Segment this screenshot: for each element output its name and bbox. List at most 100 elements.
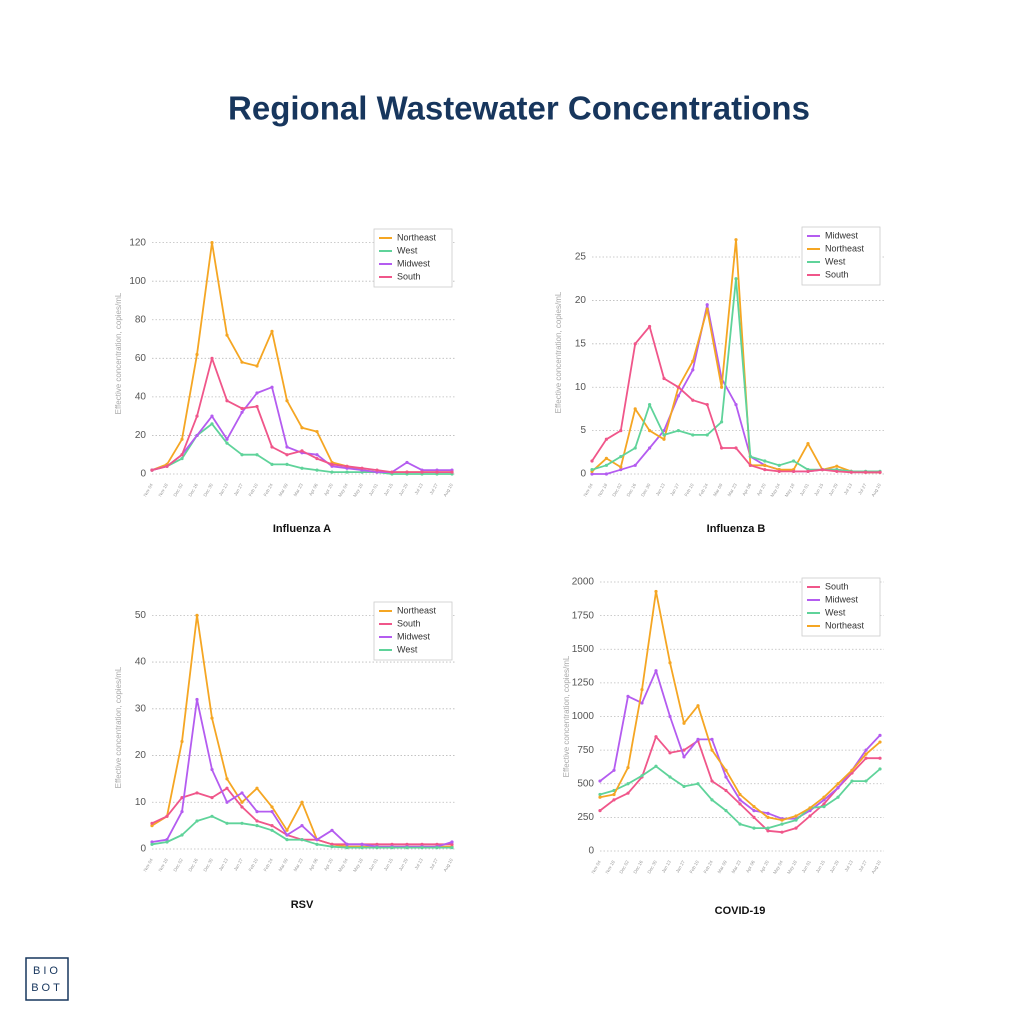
series-line xyxy=(591,325,880,474)
x-tick-label: Nov 18 xyxy=(604,859,616,874)
x-tick-label: Apr 20 xyxy=(323,482,334,496)
x-tick-label: Jan 13 xyxy=(661,859,672,874)
data-point xyxy=(270,462,274,466)
data-point xyxy=(180,453,184,457)
data-point xyxy=(240,800,244,804)
data-point xyxy=(315,429,319,434)
x-tick-label: Jun 15 xyxy=(815,859,826,874)
data-point xyxy=(240,406,244,411)
x-tick-label: Jul 13 xyxy=(414,482,425,495)
data-point xyxy=(450,840,454,844)
data-point xyxy=(864,752,868,756)
x-tick-label: Jun 15 xyxy=(383,857,394,872)
data-point xyxy=(360,466,364,470)
legend-label: Midwest xyxy=(825,594,859,604)
x-tick-label: Jan 27 xyxy=(233,857,244,872)
data-point xyxy=(255,391,259,395)
data-point xyxy=(648,429,652,433)
x-tick-label: Dec 02 xyxy=(618,859,630,874)
page-title: Regional Wastewater Concentrations xyxy=(228,90,810,127)
legend-label: Northeast xyxy=(397,232,437,242)
data-point xyxy=(633,446,637,450)
data-point xyxy=(210,356,214,360)
data-point xyxy=(640,688,644,692)
data-point xyxy=(705,433,709,437)
chart-title: Influenza A xyxy=(273,523,331,535)
data-point xyxy=(682,721,686,725)
data-point xyxy=(435,470,439,474)
data-point xyxy=(794,818,798,822)
x-tick-label: Apr 20 xyxy=(756,482,767,496)
data-point xyxy=(345,470,349,474)
data-point xyxy=(763,468,767,472)
data-point xyxy=(180,739,184,744)
data-point xyxy=(604,437,609,441)
data-point xyxy=(225,821,229,825)
data-point xyxy=(696,737,700,741)
x-tick-label: Jul 27 xyxy=(429,482,440,495)
data-point xyxy=(180,437,184,441)
x-tick-label: Aug 10 xyxy=(870,859,882,874)
data-point xyxy=(450,842,454,846)
legend-label: Northeast xyxy=(825,620,865,630)
data-point xyxy=(435,845,439,850)
data-point xyxy=(270,385,274,389)
data-point xyxy=(330,462,334,466)
data-point xyxy=(780,822,784,826)
data-point xyxy=(225,786,229,790)
x-tick-label: Jul 13 xyxy=(844,859,855,872)
x-tick-label: Dec 02 xyxy=(172,857,184,872)
data-point xyxy=(360,845,364,850)
chart-title: RSV xyxy=(291,899,314,911)
x-tick-label: Jul 27 xyxy=(857,482,868,495)
data-point xyxy=(806,469,810,473)
data-point xyxy=(626,766,630,770)
data-point xyxy=(720,385,724,389)
data-point xyxy=(225,441,229,445)
data-point xyxy=(612,768,616,772)
data-point xyxy=(270,824,274,828)
x-tick-label: Jun 29 xyxy=(829,859,840,874)
data-point xyxy=(668,714,672,719)
data-point xyxy=(240,791,244,795)
x-tick-label: Jan 27 xyxy=(233,482,244,497)
data-point xyxy=(710,737,714,741)
x-tick-label: Mar 23 xyxy=(293,857,305,872)
data-point xyxy=(285,399,289,403)
data-point xyxy=(450,470,454,474)
data-point xyxy=(648,324,652,329)
data-point xyxy=(662,433,666,437)
legend-label: Northeast xyxy=(825,243,865,253)
data-point xyxy=(255,824,259,828)
data-point xyxy=(696,782,700,786)
data-point xyxy=(668,751,672,755)
data-point xyxy=(676,394,681,398)
data-point xyxy=(836,782,840,786)
x-tick-label: Dec 30 xyxy=(202,482,214,497)
data-point xyxy=(375,842,379,846)
data-point xyxy=(720,446,724,450)
data-point xyxy=(420,845,424,850)
x-tick-label: Feb 24 xyxy=(703,859,715,874)
data-point xyxy=(300,466,304,470)
x-tick-label: Jun 29 xyxy=(398,482,409,497)
legend-label: Midwest xyxy=(825,230,859,240)
x-tick-label: Jun 15 xyxy=(813,482,824,497)
data-point xyxy=(836,786,840,790)
x-tick-label: Feb 10 xyxy=(689,859,701,874)
x-tick-label: Feb 10 xyxy=(248,857,260,872)
data-point xyxy=(435,842,439,846)
x-tick-label: Feb 24 xyxy=(263,857,275,872)
data-point xyxy=(195,819,199,823)
data-point xyxy=(794,826,798,830)
x-tick-label: Apr 20 xyxy=(323,857,334,871)
x-tick-label: Nov 04 xyxy=(142,482,154,497)
data-point xyxy=(720,420,724,424)
data-point xyxy=(682,755,686,759)
y-tick-label: 1000 xyxy=(572,711,595,722)
data-point xyxy=(648,446,652,450)
data-point xyxy=(330,842,334,846)
x-tick-label: Jul 27 xyxy=(858,859,869,872)
data-point xyxy=(225,800,229,804)
data-point xyxy=(270,805,274,809)
